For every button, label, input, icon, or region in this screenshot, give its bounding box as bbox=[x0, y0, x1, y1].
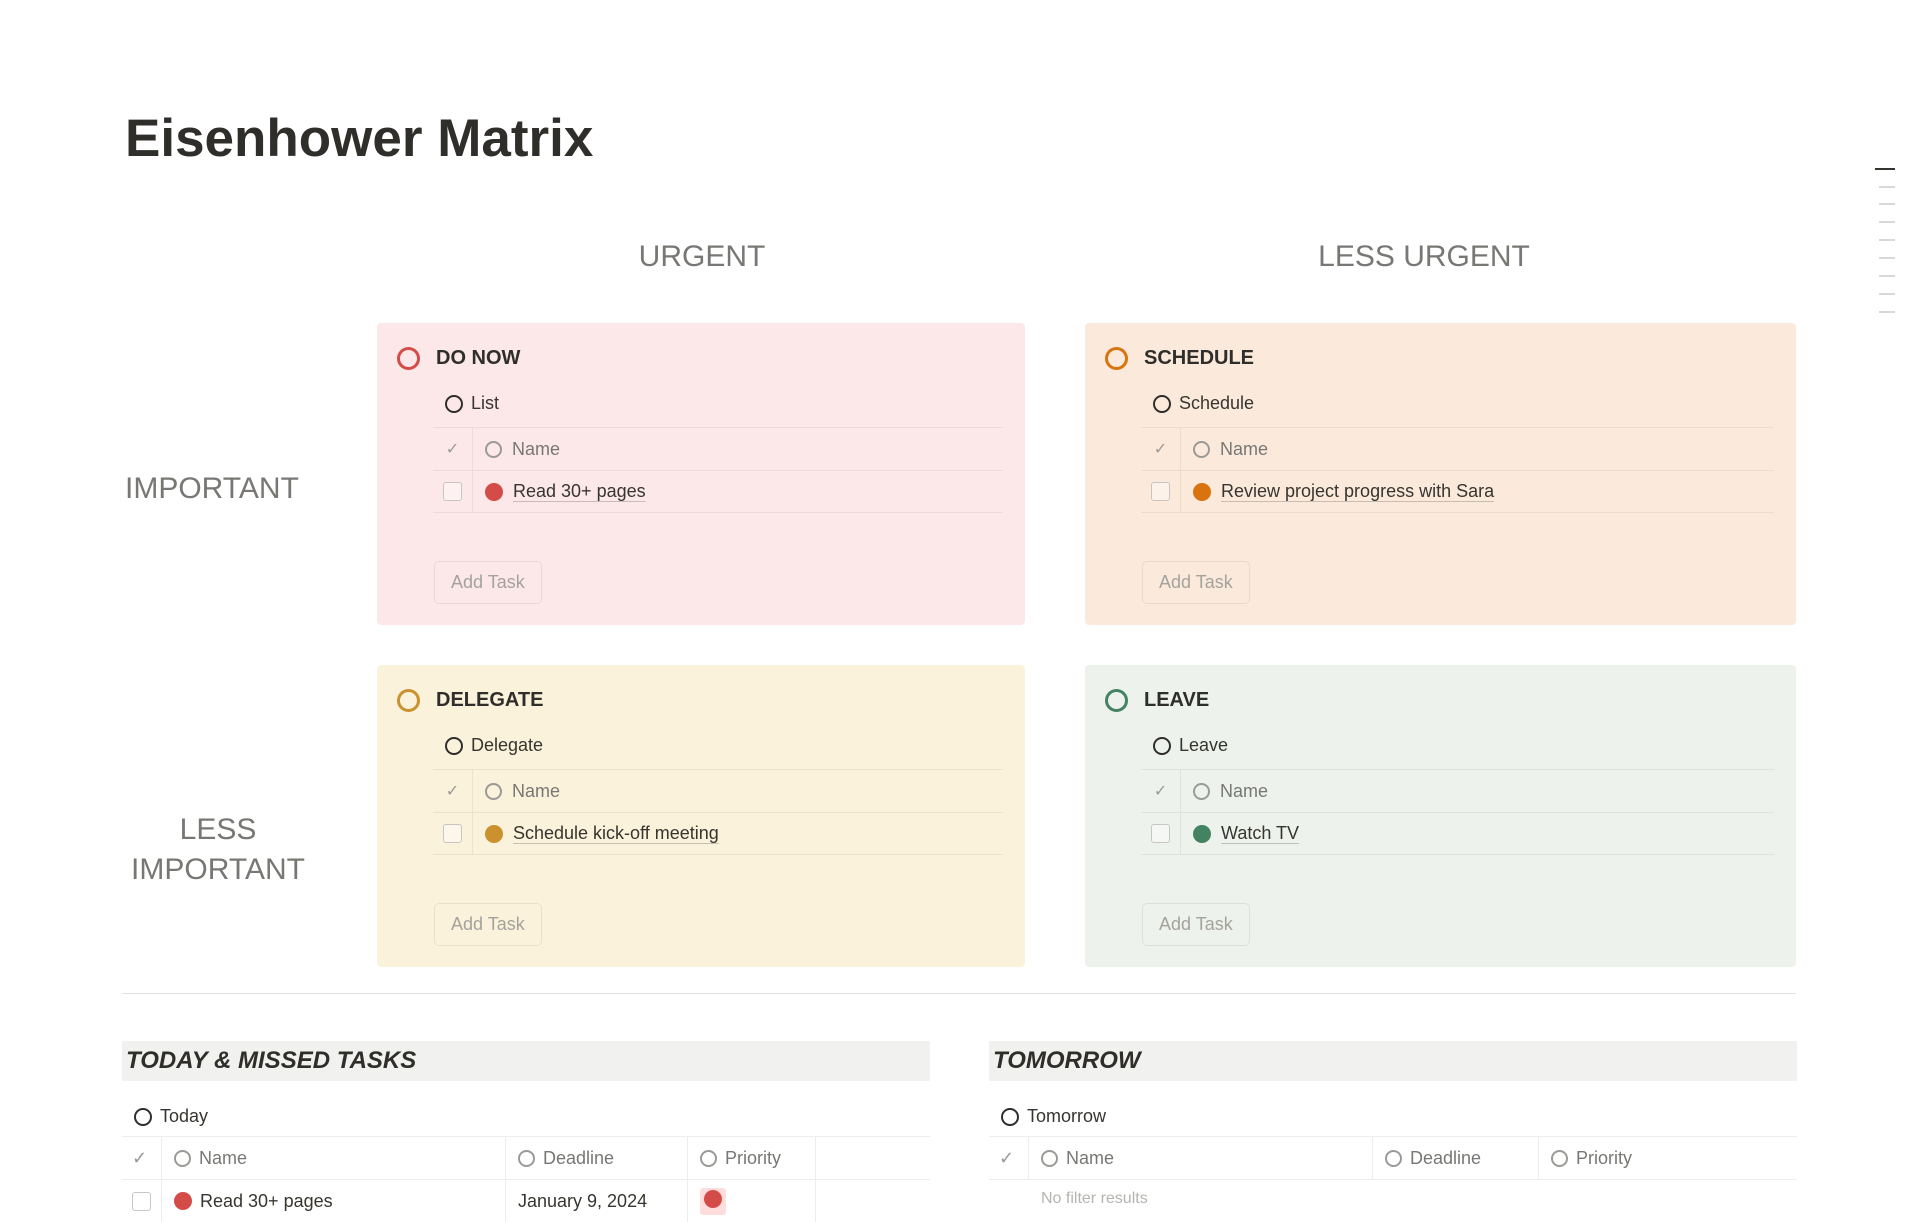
add-task-button[interactable]: Add Task bbox=[434, 903, 542, 946]
table-row[interactable]: Watch TV bbox=[1141, 812, 1774, 855]
section-title: TOMORROW bbox=[989, 1041, 1797, 1081]
quadrant-title: SCHEDULE bbox=[1105, 347, 1254, 370]
check-icon: ✓ bbox=[1141, 770, 1181, 812]
check-icon: ✓ bbox=[433, 770, 473, 812]
table-row[interactable]: Read 30+ pages bbox=[433, 470, 1003, 513]
view-label: Tomorrow bbox=[1027, 1106, 1107, 1126]
view-icon bbox=[134, 1107, 152, 1126]
view-icon bbox=[445, 394, 463, 413]
quadrant-title: DELEGATE bbox=[397, 689, 543, 712]
checkbox[interactable] bbox=[443, 482, 462, 501]
task-name[interactable]: Read 30+ pages bbox=[513, 481, 646, 501]
check-icon: ✓ bbox=[122, 1137, 162, 1179]
table-header: ✓ Name bbox=[433, 769, 1003, 812]
task-table: ✓ Name Review project progress with Sara bbox=[1141, 427, 1774, 513]
task-name[interactable]: Review project progress with Sara bbox=[1221, 481, 1495, 501]
task-table: ✓ Name Schedule kick-off meeting bbox=[433, 769, 1003, 855]
column-name[interactable]: Name bbox=[162, 1137, 506, 1179]
toc-item[interactable] bbox=[1879, 221, 1895, 223]
column-name[interactable]: Name bbox=[473, 439, 560, 460]
task-table: ✓ Name Read 30+ pages bbox=[433, 427, 1003, 513]
priority-dot-icon bbox=[1193, 482, 1211, 501]
column-name[interactable]: Name bbox=[1181, 781, 1268, 802]
section-title: TODAY & MISSED TASKS bbox=[122, 1041, 930, 1081]
table-row[interactable]: Read 30+ pages January 9, 2024 bbox=[122, 1179, 930, 1222]
priority-dot-icon bbox=[485, 482, 503, 501]
view-tab[interactable]: Leave bbox=[1153, 735, 1228, 756]
page-title: Eisenhower Matrix bbox=[125, 109, 594, 168]
view-tab[interactable]: List bbox=[445, 393, 499, 414]
row-header-less-important: LESS IMPORTANT bbox=[131, 813, 305, 886]
view-tab[interactable]: Schedule bbox=[1153, 393, 1254, 414]
today-section: TODAY & MISSED TASKS Today ✓ Name Deadli… bbox=[122, 1041, 930, 1222]
table-row[interactable]: Schedule kick-off meeting bbox=[433, 812, 1003, 855]
priority-dot-icon bbox=[174, 1192, 192, 1210]
view-icon bbox=[1001, 1107, 1019, 1126]
task-deadline: January 9, 2024 bbox=[506, 1180, 688, 1222]
view-label: Today bbox=[160, 1106, 209, 1126]
add-task-button[interactable]: Add Task bbox=[1142, 903, 1250, 946]
column-deadline[interactable]: Deadline bbox=[1373, 1137, 1539, 1179]
column-priority[interactable]: Priority bbox=[688, 1137, 816, 1179]
checkbox[interactable] bbox=[1151, 482, 1170, 501]
add-task-button[interactable]: Add Task bbox=[1142, 561, 1250, 604]
quadrant-title: LEAVE bbox=[1105, 689, 1209, 712]
task-name[interactable]: Schedule kick-off meeting bbox=[513, 823, 719, 843]
task-table: ✓ Name Watch TV bbox=[1141, 769, 1774, 855]
task-name[interactable]: Watch TV bbox=[1221, 823, 1300, 843]
divider bbox=[122, 993, 1796, 994]
column-priority[interactable]: Priority bbox=[1539, 1137, 1667, 1179]
quadrant-card: DO NOW List ✓ Name Read 30+ pages Add Tas… bbox=[377, 323, 1025, 625]
column-name[interactable]: Name bbox=[1181, 439, 1268, 460]
checkbox[interactable] bbox=[443, 824, 462, 843]
row-header-important: IMPORTANT bbox=[125, 472, 299, 505]
add-task-button[interactable]: Add Task bbox=[434, 561, 542, 604]
circle-icon bbox=[397, 347, 420, 370]
view-icon bbox=[1153, 736, 1171, 755]
view-icon bbox=[445, 736, 463, 755]
checkbox[interactable] bbox=[1151, 824, 1170, 843]
check-icon: ✓ bbox=[989, 1137, 1029, 1179]
toc-item[interactable] bbox=[1879, 239, 1895, 241]
toc-item[interactable] bbox=[1875, 168, 1895, 170]
quadrant-card: LEAVE Leave ✓ Name Watch TV Add Task bbox=[1085, 665, 1796, 967]
table-header: ✓ Name bbox=[1141, 769, 1774, 812]
view-icon bbox=[1153, 394, 1171, 413]
priority-dot-icon bbox=[1193, 824, 1211, 843]
circle-icon bbox=[1105, 689, 1128, 712]
toc-item[interactable] bbox=[1879, 311, 1895, 313]
column-header-less-urgent: LESS URGENT bbox=[1318, 240, 1530, 273]
column-name[interactable]: Name bbox=[1029, 1137, 1373, 1179]
column-header-urgent: URGENT bbox=[638, 240, 766, 273]
column-name[interactable]: Name bbox=[473, 781, 560, 802]
table-row[interactable]: Review project progress with Sara bbox=[1141, 470, 1774, 513]
table-header: ✓ Name bbox=[433, 427, 1003, 470]
table-header: ✓ Name bbox=[1141, 427, 1774, 470]
circle-icon bbox=[1105, 347, 1128, 370]
checkbox[interactable] bbox=[132, 1191, 151, 1211]
toc-item[interactable] bbox=[1879, 203, 1895, 205]
toc-item[interactable] bbox=[1879, 275, 1895, 277]
toc-item[interactable] bbox=[1879, 257, 1895, 259]
view-tab-today[interactable]: Today bbox=[122, 1081, 930, 1136]
quadrant-card: DELEGATE Delegate ✓ Name Schedule kick-of… bbox=[377, 665, 1025, 967]
quadrant-card: SCHEDULE Schedule ✓ Name Review project p… bbox=[1085, 323, 1796, 625]
view-tab-tomorrow[interactable]: Tomorrow bbox=[989, 1081, 1797, 1136]
circle-icon bbox=[397, 689, 420, 712]
check-icon: ✓ bbox=[433, 428, 473, 470]
tomorrow-section: TOMORROW Tomorrow ✓ Name Deadline Priori… bbox=[989, 1041, 1797, 1218]
toc-item[interactable] bbox=[1879, 186, 1895, 188]
check-icon: ✓ bbox=[1141, 428, 1181, 470]
view-tab[interactable]: Delegate bbox=[445, 735, 543, 756]
toc-item[interactable] bbox=[1879, 293, 1895, 295]
table-header: ✓ Name Deadline Priority bbox=[989, 1136, 1797, 1179]
quadrant-title: DO NOW bbox=[397, 347, 520, 370]
table-header: ✓ Name Deadline Priority bbox=[122, 1136, 930, 1179]
task-name[interactable]: Read 30+ pages bbox=[200, 1190, 333, 1211]
priority-dot-icon bbox=[485, 824, 503, 843]
column-deadline[interactable]: Deadline bbox=[506, 1137, 688, 1179]
